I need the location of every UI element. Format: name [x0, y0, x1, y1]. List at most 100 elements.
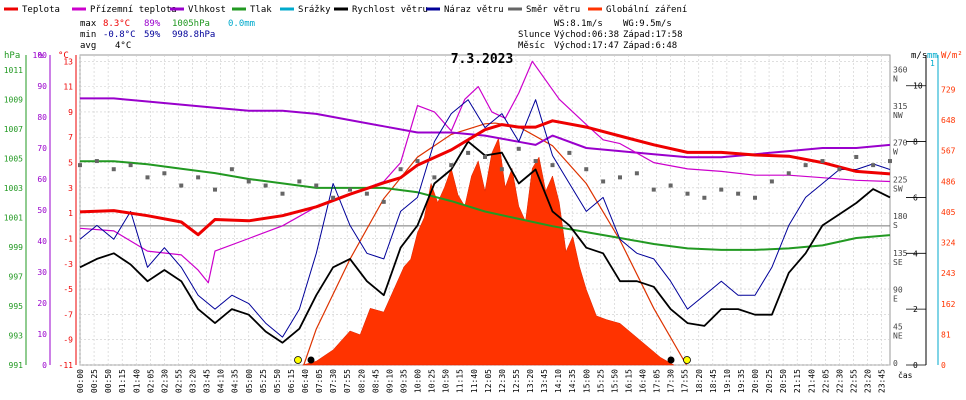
time-tick-label: 20:50 [779, 369, 788, 393]
wind-direction-point [584, 167, 589, 172]
pct-tick-label: 100 [33, 51, 48, 60]
wind-direction-point [128, 163, 133, 168]
stat-min-press: 998.8hPa [172, 30, 215, 40]
wind-direction-point [786, 171, 791, 176]
wind-direction-point [162, 171, 167, 176]
time-tick-label: 13:20 [526, 369, 535, 393]
wind-direction-point [769, 179, 774, 184]
pct-axis-label: % [38, 51, 44, 61]
wm-axis-label: W/m² [941, 51, 963, 61]
wind-direction-point [314, 183, 319, 188]
rad-tick-label: 729 [941, 85, 956, 94]
time-tick-label: 07:05 [315, 369, 324, 393]
wind-direction-point [668, 183, 673, 188]
temp-tick-label: -9 [63, 336, 73, 345]
stat-max-label: max [80, 19, 97, 29]
hpa-tick-label: 1005 [4, 154, 23, 163]
wind-direction-point [179, 183, 184, 188]
pct-tick-label: 80 [37, 113, 47, 122]
stat-avg-temp: 4°C [115, 41, 131, 51]
legend-label: Náraz větru [444, 5, 504, 15]
temp-tick-label: 9 [68, 108, 73, 117]
ms-axis-label: m/s [911, 51, 927, 61]
direction-tick-value: 135 [893, 249, 908, 258]
legend-label: Přízemní teplota [90, 5, 177, 15]
rad-tick-label: 0 [941, 361, 946, 370]
wind-direction-point [229, 167, 234, 172]
direction-tick-cardinal: SE [893, 258, 903, 267]
time-tick-label: 08:45 [371, 369, 380, 393]
legend-label: Srážky [298, 5, 331, 15]
wind-direction-point [331, 195, 336, 200]
direction-tick-cardinal: W [893, 148, 898, 157]
wind-direction-point [364, 191, 369, 196]
temp-tick-label: -3 [63, 260, 73, 269]
direction-tick-value: 270 [893, 139, 908, 148]
time-tick-label: 17:55 [681, 369, 690, 393]
stat-max-hum: 89% [144, 19, 161, 29]
wind-direction-point [213, 187, 217, 192]
hpa-tick-label: 1011 [4, 66, 23, 75]
wind-direction-point [685, 191, 690, 196]
temp-tick-label: -11 [59, 361, 74, 370]
time-tick-label: 04:10 [217, 369, 226, 393]
legend-label: Globální záření [606, 5, 687, 15]
legend-label: Tlak [250, 5, 272, 15]
temp-tick-label: 1 [68, 209, 73, 218]
wind-direction-point [499, 167, 504, 172]
time-tick-label: 13:45 [540, 369, 549, 393]
time-tick-label: 03:20 [189, 369, 198, 393]
wind-direction-point [753, 195, 757, 200]
series-line-teplota [79, 119, 891, 237]
time-tick-label: 12:05 [484, 369, 493, 393]
time-tick-label: 06:15 [287, 369, 296, 393]
stat-max-rain: 0.0mm [228, 19, 255, 29]
wind-direction-point [449, 163, 454, 168]
pct-tick-label: 40 [37, 237, 47, 246]
hpa-axis-label: hPa [4, 51, 20, 61]
pct-tick-label: 70 [37, 144, 47, 153]
info-sun-set: Západ:17:58 [623, 30, 683, 40]
wind-direction-point [601, 179, 606, 184]
wind-direction-point [415, 159, 420, 164]
time-tick-label: 15:00 [582, 369, 591, 393]
time-tick-label: 00:50 [104, 369, 113, 393]
series-line-tlak [80, 160, 891, 251]
wind-direction-point [466, 150, 471, 155]
direction-tick-cardinal: S [893, 221, 898, 230]
time-tick-label: 23:45 [878, 369, 887, 393]
time-tick-label: 16:40 [639, 369, 648, 393]
wind-direction-point [196, 175, 201, 180]
series-line-p-zemn-teplota [79, 60, 891, 284]
stat-min-hum: 59% [144, 30, 161, 40]
temp-tick-label: 13 [63, 57, 73, 66]
time-tick-label: 22:30 [835, 369, 844, 393]
radiation-series [302, 122, 688, 366]
line-series [78, 60, 892, 344]
time-tick-label: 17:05 [653, 369, 662, 393]
time-tick-label: 05:50 [273, 369, 282, 393]
wind-direction-point [871, 163, 876, 168]
time-tick-label: 19:35 [737, 369, 746, 393]
stat-avg-label: avg [80, 41, 96, 51]
direction-tick-cardinal: NE [893, 331, 903, 340]
rad-tick-label: 567 [941, 147, 956, 156]
rad-tick-label: 162 [941, 300, 956, 309]
c-axis-label: °C [58, 51, 69, 61]
time-tick-label: 02:05 [146, 369, 155, 393]
time-tick-label: 02:30 [160, 369, 169, 393]
time-tick-label: 22:55 [849, 369, 858, 393]
wind-tick-label: 4 [913, 249, 918, 258]
wind-direction-point [145, 175, 150, 180]
wind-direction-point [634, 171, 639, 176]
direction-tick-value: 45 [893, 322, 903, 331]
time-tick-label: 12:30 [498, 369, 507, 393]
wind-direction-point [381, 199, 386, 204]
chart-axes: 00:00 00:25 00:50 01:15 01:40 02:05 02:30 02:55… [4, 51, 963, 393]
hpa-tick-label: 991 [9, 361, 24, 370]
info-ws: WS:8.1m/s [554, 19, 603, 29]
legend-label: Rychlost větru [352, 5, 428, 15]
sunset-marker [683, 356, 691, 364]
info-sun-rise: Východ:06:38 [554, 30, 619, 40]
